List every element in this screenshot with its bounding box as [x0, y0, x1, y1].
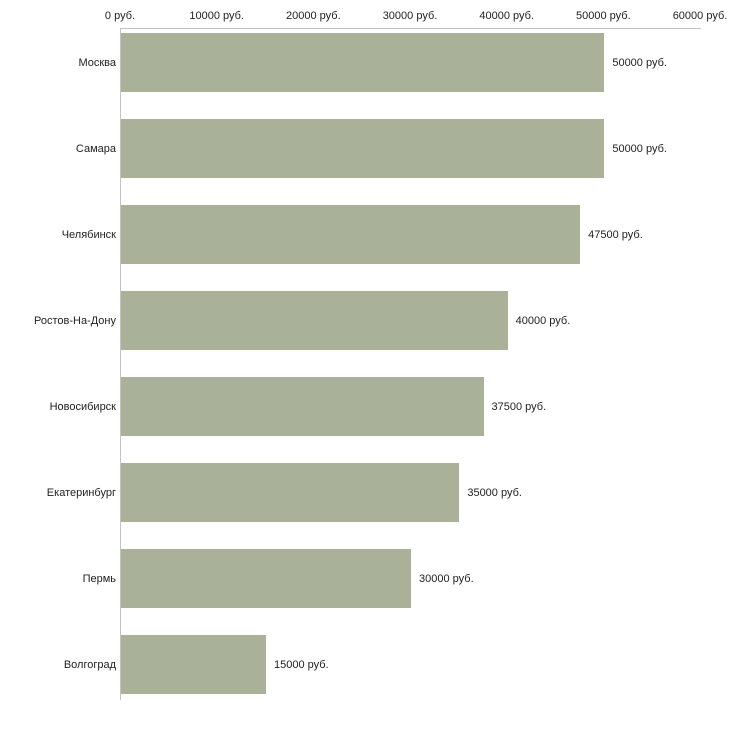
- y-axis-line: [120, 28, 121, 700]
- bar: [121, 377, 484, 436]
- value-label: 35000 руб.: [467, 486, 522, 499]
- category-label: Пермь: [82, 572, 116, 585]
- bar: [121, 33, 605, 92]
- bar: [121, 291, 508, 350]
- category-label: Ростов-На-Дону: [33, 314, 116, 327]
- value-label: 15000 руб.: [274, 658, 329, 671]
- value-label: 47500 руб.: [588, 228, 643, 241]
- x-tick-label: 60000 руб.: [672, 10, 728, 22]
- category-label: Челябинск: [61, 228, 116, 241]
- value-label: 50000 руб.: [612, 142, 667, 155]
- x-tick-label: 40000 руб.: [479, 10, 534, 22]
- value-label: 30000 руб.: [419, 572, 474, 585]
- x-tick-label: 50000 руб.: [576, 10, 631, 22]
- value-label: 37500 руб.: [491, 400, 547, 413]
- x-tick-label: 10000 руб.: [189, 10, 244, 22]
- x-tick-label: 20000 руб.: [286, 10, 341, 22]
- x-tick-label: 30000 руб.: [382, 10, 438, 22]
- category-label: Самара: [75, 142, 116, 155]
- category-label: Москва: [78, 56, 116, 69]
- bar: [121, 549, 411, 608]
- category-label: Волгоград: [63, 658, 116, 671]
- bar: [121, 119, 605, 178]
- category-label: Екатеринбург: [46, 486, 116, 499]
- value-label: 50000 руб.: [612, 56, 667, 69]
- value-label: 40000 руб.: [515, 314, 571, 327]
- x-axis-line: [120, 28, 701, 29]
- x-tick-label: 0 руб.: [104, 10, 136, 22]
- bar: [121, 205, 581, 264]
- category-label: Новосибирск: [49, 400, 116, 413]
- bar: [121, 463, 460, 522]
- bar: [121, 635, 266, 694]
